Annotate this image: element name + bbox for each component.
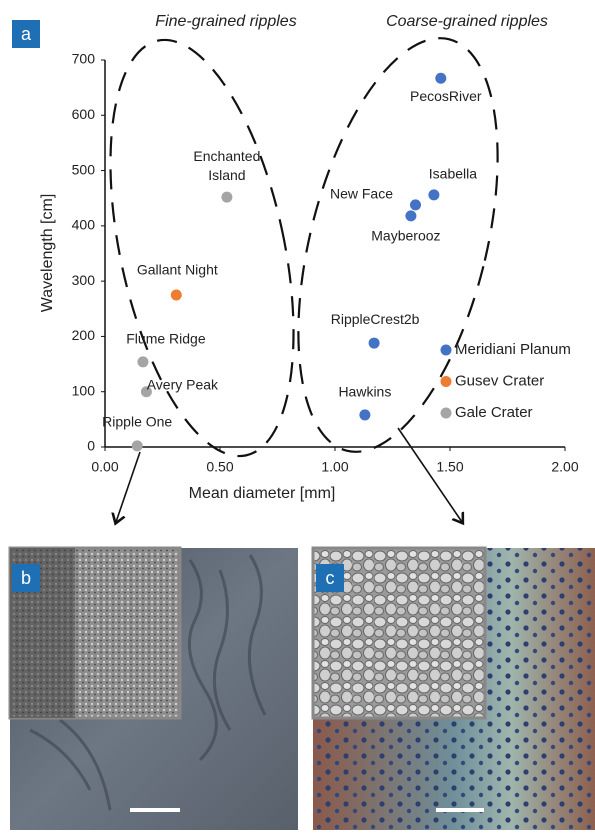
x-tick-label: 0.00 — [91, 459, 118, 475]
point-label: Flume Ridge — [126, 331, 206, 347]
point — [171, 289, 182, 300]
point-label: Isabella — [429, 166, 477, 182]
x-tick-label: 1.00 — [321, 459, 348, 475]
y-tick-label: 100 — [72, 382, 96, 398]
panel-c: c — [313, 548, 595, 830]
y-tick-label: 300 — [72, 272, 96, 288]
y-axis-title: Wavelength [cm] — [39, 194, 56, 313]
point-label: Mayberooz — [371, 228, 440, 244]
point-label: New Face — [330, 186, 393, 202]
panel-label: b — [21, 568, 31, 588]
y-tick-label: 600 — [72, 106, 96, 122]
x-tick-label: 0.50 — [206, 459, 233, 475]
arrow — [116, 452, 140, 522]
point — [428, 189, 439, 200]
point-label: Gallant Night — [137, 262, 218, 278]
point-label: Hawkins — [338, 384, 391, 400]
point-label: Avery Peak — [147, 376, 219, 392]
legend-marker — [441, 408, 452, 419]
legend-label: Gale Crater — [455, 404, 533, 421]
x-tick-label: 1.50 — [436, 459, 463, 475]
legend-label: Gusev Crater — [455, 372, 544, 389]
x-tick-label: 2.00 — [551, 459, 578, 475]
y-tick-label: 500 — [72, 161, 96, 177]
point — [405, 210, 416, 221]
y-tick-label: 400 — [72, 217, 96, 233]
panel-label: c — [326, 568, 335, 588]
point — [132, 440, 143, 451]
x-axis-title: Mean diameter [mm] — [189, 485, 336, 502]
annotation: Coarse-grained ripples — [386, 13, 548, 30]
plot: 0 100 200 300 400 500 600 700 0.00 0.50 1.00 1.50 2.… — [72, 51, 579, 475]
point-label: RippleCrest2b — [331, 311, 420, 327]
annotation: Fine-grained ripples — [155, 13, 296, 30]
legend-label: Meridiani Planum — [455, 341, 571, 358]
legend-marker — [441, 376, 452, 387]
y-tick-label: 0 — [87, 438, 95, 454]
point — [410, 199, 421, 210]
y-tick-label: 200 — [72, 327, 96, 343]
panel-b: b — [10, 548, 298, 830]
arrow — [398, 428, 462, 522]
point — [359, 409, 370, 420]
y-tick-label: 700 — [72, 51, 96, 67]
point-label: Ripple One — [102, 414, 172, 430]
point — [435, 73, 446, 84]
legend-marker — [441, 345, 452, 356]
group-outline — [78, 24, 327, 473]
point — [369, 338, 380, 349]
point-label: PecosRiver — [410, 88, 482, 104]
panel-label: a — [21, 24, 32, 44]
point — [221, 192, 232, 203]
point — [137, 356, 148, 367]
figure: a Fine-grained ripples Coarse-grained ri… — [0, 0, 595, 830]
